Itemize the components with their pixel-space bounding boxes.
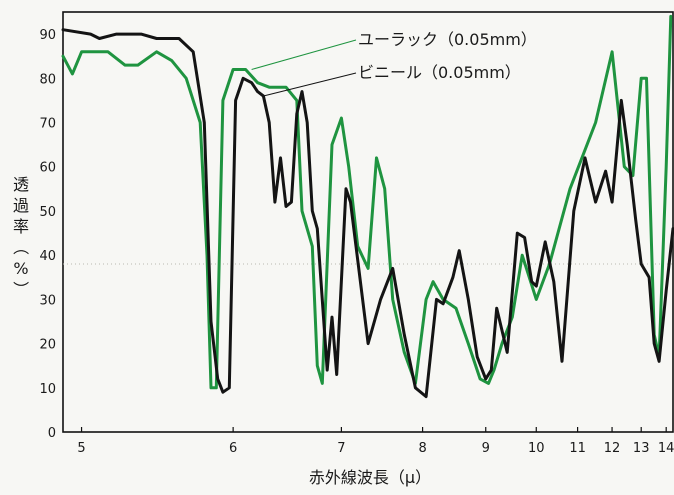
y-axis: 0 10 20 30 40 50 60 70 80 90: [39, 28, 56, 441]
x-tick-label: 6: [229, 441, 237, 456]
x-tick-label: 9: [482, 441, 490, 456]
y-tick-label: 10: [39, 382, 56, 397]
y-axis-title: 透過率 （% ）: [11, 175, 30, 297]
y-tick-label: 0: [48, 426, 56, 441]
y-title-char: 透: [13, 175, 29, 194]
series-line-yurakku: [61, 14, 673, 390]
y-tick-label: 30: [39, 293, 56, 308]
series-line-vinyl: [61, 28, 674, 399]
legend-label-vinyl: ビニール（0.05mm）: [358, 63, 521, 82]
y-tick-label: 50: [39, 205, 56, 220]
y-tick-label: 40: [39, 249, 56, 264]
x-tick-label: 13: [633, 441, 650, 456]
y-tick-label: 90: [39, 28, 56, 43]
x-tick-label: 5: [77, 441, 85, 456]
y-title-char: %: [13, 259, 28, 278]
x-tick-label: 8: [418, 441, 426, 456]
x-tick-label: 12: [604, 441, 621, 456]
legend-leader-yurakku: [251, 39, 357, 70]
y-tick-label: 20: [39, 338, 56, 353]
y-tick-label: 60: [39, 161, 56, 176]
x-axis-title: 赤外線波長（μ）: [309, 468, 431, 487]
x-tick-label: 14: [658, 441, 674, 456]
y-title-char: ）: [11, 281, 30, 297]
x-axis: 5 6 7 8 9 10 11 12 13 14: [77, 427, 674, 456]
y-title-char: （: [11, 239, 30, 255]
x-tick-label: 7: [337, 441, 345, 456]
y-tick-label: 70: [39, 117, 56, 132]
legend-leader-vinyl: [263, 72, 357, 97]
y-title-char: 過: [13, 196, 29, 215]
x-tick-label: 11: [569, 441, 586, 456]
y-title-char: 率: [13, 217, 29, 236]
x-tick-label: 10: [528, 441, 545, 456]
legend-label-yurakku: ユーラック（0.05mm）: [358, 30, 537, 49]
legend-layer: ユーラック（0.05mm） ビニール（0.05mm）: [251, 30, 537, 97]
y-tick-label: 80: [39, 72, 56, 87]
series-layer: [61, 14, 674, 399]
plot-frame: [62, 11, 674, 433]
